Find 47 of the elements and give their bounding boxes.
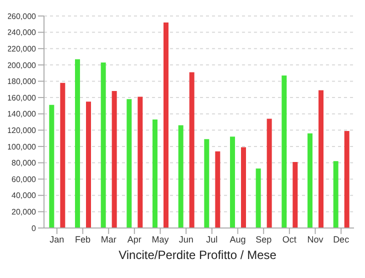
y-tick-label: 100,000 bbox=[7, 142, 37, 152]
bar bbox=[333, 161, 338, 228]
y-tick-label: 0 bbox=[32, 224, 37, 233]
bar bbox=[100, 62, 106, 228]
x-axis-title: Vincite/Perdite Profitto / Mese bbox=[118, 248, 278, 262]
bar bbox=[126, 99, 132, 228]
bar bbox=[292, 162, 298, 228]
x-tick-label: Aug bbox=[230, 234, 246, 244]
bar bbox=[49, 104, 54, 228]
x-tick-label: Sep bbox=[256, 234, 272, 244]
x-tick-label: Feb bbox=[74, 234, 91, 244]
bar bbox=[138, 96, 143, 228]
bar bbox=[164, 22, 168, 228]
bar bbox=[344, 130, 350, 228]
bar bbox=[189, 72, 194, 228]
bar bbox=[75, 59, 80, 228]
bar bbox=[308, 133, 312, 228]
y-tick-label: 60,000 bbox=[12, 174, 37, 184]
bar bbox=[204, 139, 210, 228]
bar bbox=[215, 151, 220, 228]
x-tick-label: Nov bbox=[307, 234, 324, 244]
y-tick-label: 180,000 bbox=[7, 77, 37, 86]
x-tick-label: Apr bbox=[127, 234, 142, 244]
y-tick-label: 160,000 bbox=[7, 93, 37, 102]
bar bbox=[86, 102, 91, 228]
y-tick-label: 80,000 bbox=[12, 158, 37, 168]
y-tick-label: 140,000 bbox=[7, 110, 37, 119]
bar bbox=[282, 76, 287, 228]
bar bbox=[230, 136, 235, 228]
x-tick-label: May bbox=[152, 234, 170, 244]
bar bbox=[60, 82, 66, 228]
x-tick-label: Dec bbox=[333, 234, 350, 244]
y-tick-label: 120,000 bbox=[7, 126, 37, 135]
bar bbox=[178, 125, 184, 228]
y-tick-label: 20,000 bbox=[12, 208, 37, 217]
bar bbox=[241, 147, 246, 228]
bar bbox=[152, 120, 158, 228]
x-tick-label: Oct bbox=[282, 234, 297, 244]
x-tick-label: Mar bbox=[100, 234, 116, 244]
y-tick-label: 40,000 bbox=[12, 191, 37, 200]
bar bbox=[318, 90, 324, 228]
bar bbox=[256, 168, 261, 228]
bar bbox=[266, 118, 272, 228]
x-tick-label: Jun bbox=[178, 234, 194, 244]
bar bbox=[112, 91, 117, 228]
x-tick-label: Jul bbox=[206, 234, 218, 244]
x-tick-label: Jan bbox=[50, 234, 64, 244]
